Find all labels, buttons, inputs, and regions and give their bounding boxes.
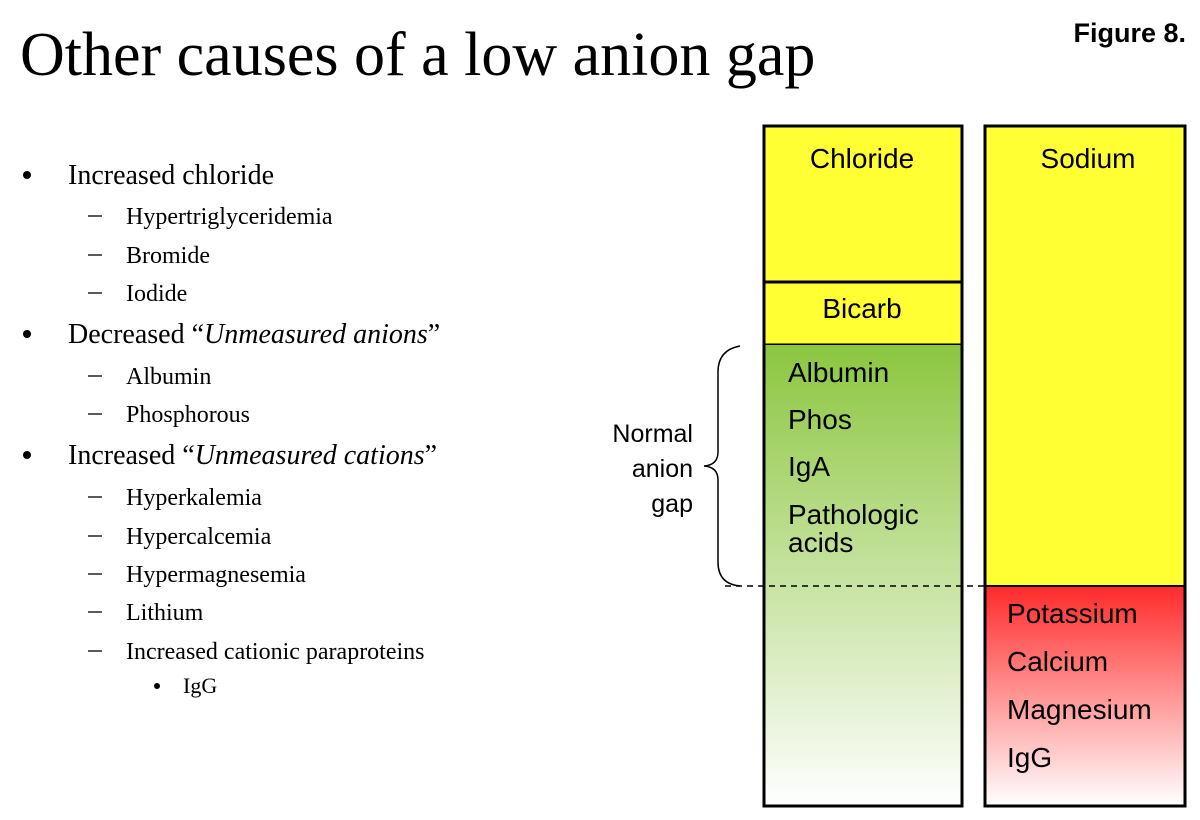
cause-text: ”: [425, 440, 437, 471]
sub-cause: Hypermagnesemia: [126, 562, 306, 588]
cause-list: Increased chloride Hypertriglyceridemia Br…: [23, 160, 440, 698]
cause-text: Increased “: [68, 440, 195, 471]
sodium-label: Sodium: [1041, 143, 1136, 174]
sub-sub-cause: IgG: [183, 673, 217, 698]
gap-label: gap: [651, 490, 693, 518]
bullet: [23, 451, 31, 459]
sub-cause: Bromide: [126, 243, 210, 269]
sub-cause: Hypercalcemia: [126, 524, 272, 550]
cation-label: Magnesium: [1007, 694, 1152, 725]
cation-column: [983, 124, 1187, 808]
bullet: [154, 683, 160, 689]
gap-label: anion: [632, 455, 693, 483]
cause-text: ”: [428, 319, 440, 350]
sub-cause: Increased cationic paraproteins: [126, 639, 425, 665]
cation-label: Calcium: [1007, 646, 1108, 677]
sub-cause: Hyperkalemia: [126, 485, 262, 511]
brace: [703, 345, 741, 587]
gap-label: Normal: [612, 420, 693, 448]
cause-italic: Unmeasured anions: [204, 319, 428, 350]
cause: Increased chloride: [68, 160, 274, 191]
anion-label: IgA: [788, 451, 830, 482]
cation-label: IgG: [1007, 742, 1052, 773]
chloride-box: [764, 126, 962, 282]
slide-title: Other causes of a low anion gap: [20, 21, 815, 89]
unmeasured-cations-box: [985, 586, 1185, 806]
anion-column: [762, 124, 964, 808]
cause: Decreased “Unmeasured anions”: [68, 319, 440, 350]
sub-cause: Phosphorous: [126, 402, 250, 428]
cause: Increased “Unmeasured cations”: [68, 440, 437, 471]
figure-label: Figure 8.: [1073, 18, 1186, 48]
bullet: [23, 171, 31, 179]
cation-label: Potassium: [1007, 598, 1138, 629]
anion-label: Pathologic: [788, 499, 919, 530]
cause-italic: Unmeasured cations: [195, 440, 425, 471]
anion-label: Albumin: [788, 357, 889, 388]
cause-text: Decreased “: [68, 319, 204, 350]
bullet: [23, 330, 31, 338]
chloride-label: Chloride: [810, 143, 914, 174]
sodium-box: [985, 126, 1185, 586]
sub-cause: Albumin: [126, 364, 211, 390]
bicarb-label: Bicarb: [822, 293, 901, 324]
cause-text: Increased chloride: [68, 160, 274, 191]
anion-label: acids: [788, 527, 853, 558]
sub-cause: Lithium: [126, 600, 204, 626]
anion-label: Phos: [788, 404, 852, 435]
sub-cause: Hypertriglyceridemia: [126, 204, 333, 230]
sub-cause: Iodide: [126, 281, 187, 307]
unmeasured-anions-box: [764, 345, 962, 806]
